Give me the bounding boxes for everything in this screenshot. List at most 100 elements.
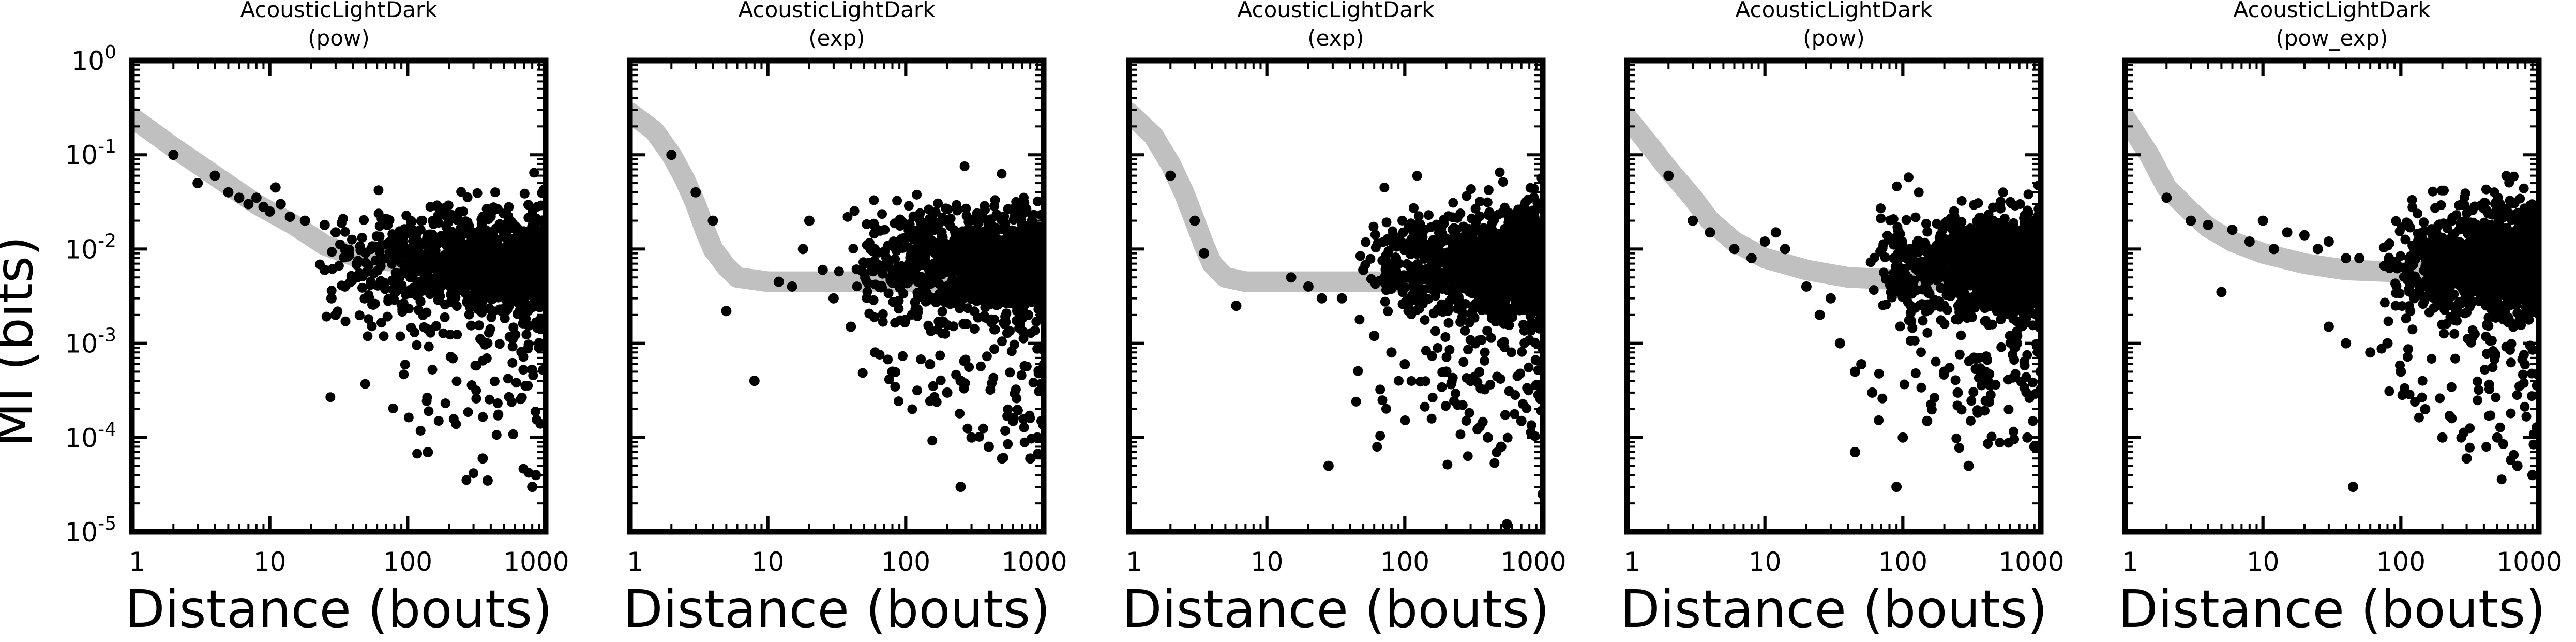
scatter-point — [517, 392, 527, 402]
scatter-point — [969, 306, 980, 317]
scatter-point — [368, 268, 379, 279]
scatter-point — [371, 231, 382, 242]
scatter-point — [883, 354, 893, 365]
scatter-point — [1954, 443, 1964, 453]
scatter-point — [878, 317, 888, 327]
scatter-point — [1446, 259, 1456, 269]
scatter-point — [1995, 438, 2005, 448]
scatter-point — [327, 247, 337, 257]
scatter-point — [895, 221, 905, 231]
scatter-point — [1522, 237, 1532, 248]
panel-subtitle: (exp) — [808, 25, 865, 51]
scatter-point — [1499, 337, 1509, 347]
scatter-point — [439, 208, 449, 219]
scatter-point — [1392, 237, 1402, 248]
panel-title: AcousticLightDark — [1736, 0, 1933, 22]
scatter-point — [1379, 183, 1390, 192]
scatter-point — [1471, 217, 1481, 227]
scatter-point — [376, 318, 386, 328]
scatter-point — [1165, 170, 1176, 181]
scatter-point — [1394, 376, 1404, 386]
scatter-point — [499, 243, 509, 253]
scatter-point — [1899, 264, 1909, 274]
scatter-point — [336, 218, 347, 228]
x-tick-label: 1000 — [1001, 547, 1067, 577]
scatter-point — [1383, 264, 1393, 275]
scatter-point — [508, 429, 518, 439]
x-tick-label: 10 — [1251, 547, 1284, 577]
scatter-point — [2020, 218, 2030, 228]
scatter-point — [973, 291, 983, 301]
scatter-point — [354, 310, 365, 321]
scatter-point — [1510, 409, 1519, 419]
scatter-point — [997, 453, 1007, 464]
scatter-point — [948, 321, 959, 332]
scatter-point — [983, 245, 993, 255]
scatter-point — [1464, 224, 1474, 234]
scatter-point — [1013, 297, 1023, 308]
scatter-point — [1856, 359, 1867, 369]
scatter-point — [390, 287, 401, 297]
scatter-point — [531, 470, 541, 481]
scatter-point — [1518, 399, 1528, 409]
scatter-point — [1996, 315, 2006, 325]
scatter-point — [962, 423, 973, 434]
scatter-point — [1406, 376, 1417, 386]
panels: AcousticLightDark(pow)1 10 100 1000Distance… — [65, 0, 2562, 639]
scatter-point — [524, 271, 534, 281]
scatter-point — [1189, 215, 1200, 226]
scatter-point — [1468, 301, 1478, 311]
scatter-point — [866, 266, 877, 276]
scatter-point — [2003, 405, 2014, 414]
scatter-point — [1458, 357, 1469, 367]
scatter-point — [387, 248, 398, 259]
scatter-point — [1878, 239, 1889, 249]
scatter-point — [1017, 219, 1027, 229]
scatter-point — [412, 449, 423, 459]
scatter-point — [1463, 345, 1473, 355]
scatter-point — [518, 365, 529, 375]
scatter-point — [487, 294, 498, 304]
scatter-point — [463, 220, 473, 231]
scatter-point — [1425, 239, 1436, 249]
scatter-point — [365, 280, 375, 290]
scatter-point — [1482, 197, 1493, 207]
scatter-point — [913, 307, 923, 318]
scatter-point — [1018, 203, 1028, 213]
scatter-point — [1759, 236, 1770, 247]
scatter-point — [1021, 228, 1031, 238]
scatter-point — [1434, 251, 1443, 262]
scatter-point — [988, 372, 999, 383]
scatter-point — [874, 282, 884, 292]
scatter-point — [1895, 321, 1905, 332]
scatter-point — [1424, 210, 1434, 220]
scatter-point — [997, 169, 1007, 179]
scatter-point — [912, 385, 922, 396]
scatter-point — [1903, 297, 1913, 307]
scatter-point — [1935, 302, 1946, 312]
scatter-point — [1489, 458, 1500, 468]
scatter-point — [460, 283, 470, 293]
scatter-point — [935, 350, 945, 361]
scatter-point — [2028, 320, 2038, 331]
scatter-point — [887, 366, 898, 377]
x-axis-label: Distance (bouts) — [125, 579, 552, 639]
scatter-point — [1892, 181, 1902, 191]
scatter-point — [1915, 300, 1925, 310]
scatter-point — [440, 398, 450, 409]
scatter-point — [495, 255, 505, 265]
scatter-point — [999, 236, 1010, 247]
scatter-point — [932, 256, 942, 266]
scatter-point — [1498, 177, 1508, 187]
scatter-point — [448, 414, 459, 424]
scatter-point — [1482, 304, 1493, 314]
scatter-point — [410, 327, 419, 337]
scatter-point — [1455, 261, 1465, 271]
scatter-point — [1361, 237, 1371, 247]
scatter-point — [1524, 208, 1534, 218]
scatter-point — [933, 198, 943, 208]
scatter-point — [492, 398, 503, 408]
scatter-point — [1003, 404, 1013, 414]
scatter-point — [1921, 219, 1931, 229]
scatter-point — [1437, 382, 1447, 392]
